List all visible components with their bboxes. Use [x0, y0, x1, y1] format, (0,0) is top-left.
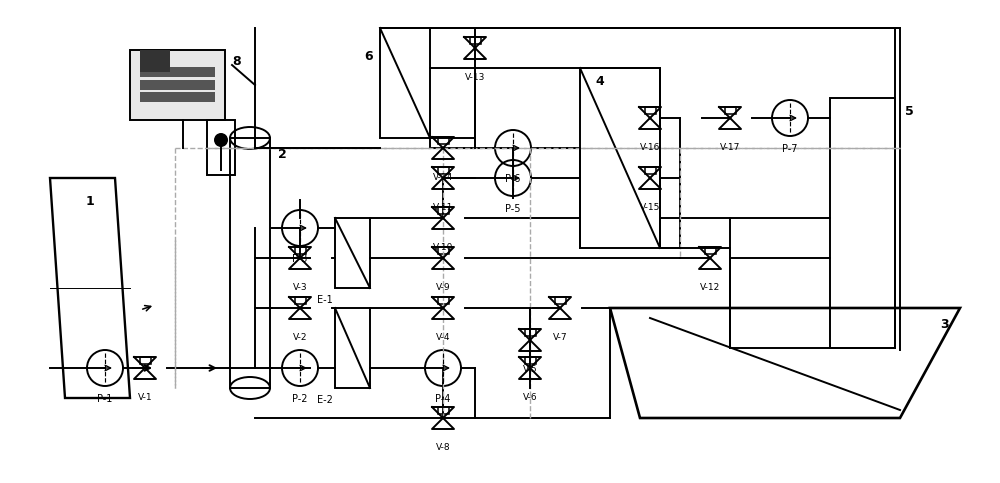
Text: V-11: V-11: [433, 203, 453, 212]
Text: V-13: V-13: [465, 73, 485, 82]
Text: V-7: V-7: [553, 333, 567, 342]
Bar: [438, 207, 448, 213]
Text: V-15: V-15: [640, 203, 660, 212]
Text: V-16: V-16: [640, 143, 660, 152]
Text: V-2: V-2: [293, 333, 307, 342]
Text: P-4: P-4: [435, 394, 451, 404]
Bar: [644, 167, 656, 173]
Text: P-6: P-6: [505, 174, 521, 184]
Bar: [724, 107, 736, 114]
Text: 4: 4: [595, 75, 604, 88]
Bar: [140, 50, 170, 72]
Bar: [524, 357, 536, 364]
Text: V-12: V-12: [700, 283, 720, 292]
Bar: [438, 297, 448, 304]
Bar: [335, 218, 370, 288]
Bar: [140, 357, 150, 364]
Bar: [580, 68, 660, 248]
Text: V-3: V-3: [293, 283, 307, 292]
Bar: [438, 137, 448, 143]
Bar: [335, 308, 370, 388]
Text: 8: 8: [232, 55, 241, 68]
Text: V-5: V-5: [523, 365, 537, 374]
Text: 5: 5: [905, 105, 914, 118]
Bar: [554, 297, 566, 304]
Text: 1: 1: [86, 195, 94, 208]
Bar: [470, 37, 480, 43]
Bar: [207, 120, 235, 175]
Bar: [438, 167, 448, 173]
Bar: [438, 247, 448, 254]
Text: 3: 3: [940, 318, 949, 331]
Bar: [130, 50, 225, 120]
Text: V-6: V-6: [523, 393, 537, 402]
Text: E-2: E-2: [317, 395, 333, 405]
Bar: [704, 247, 716, 254]
Text: V-17: V-17: [720, 143, 740, 152]
Text: V-1: V-1: [138, 393, 152, 402]
Text: V-4: V-4: [436, 333, 450, 342]
Circle shape: [214, 133, 228, 147]
Bar: [380, 28, 430, 138]
Text: E-1: E-1: [317, 295, 333, 305]
Text: 2: 2: [278, 148, 287, 161]
Bar: [524, 329, 536, 336]
Bar: [644, 107, 656, 114]
Text: V-9: V-9: [436, 283, 450, 292]
Text: V-8: V-8: [436, 443, 450, 452]
Bar: [438, 407, 448, 413]
Text: V-14: V-14: [433, 173, 453, 182]
Text: P-5: P-5: [505, 204, 521, 214]
Text: P-2: P-2: [292, 394, 308, 404]
Bar: [230, 138, 270, 388]
Bar: [140, 67, 215, 77]
Text: P-7: P-7: [782, 144, 798, 154]
Bar: [294, 247, 306, 254]
Text: V-10: V-10: [433, 243, 453, 252]
Text: P-3: P-3: [292, 254, 308, 264]
Text: P-1: P-1: [97, 394, 113, 404]
Bar: [140, 92, 215, 102]
Bar: [140, 80, 215, 90]
Bar: [830, 98, 895, 348]
Bar: [294, 297, 306, 304]
Text: 6: 6: [364, 50, 373, 63]
